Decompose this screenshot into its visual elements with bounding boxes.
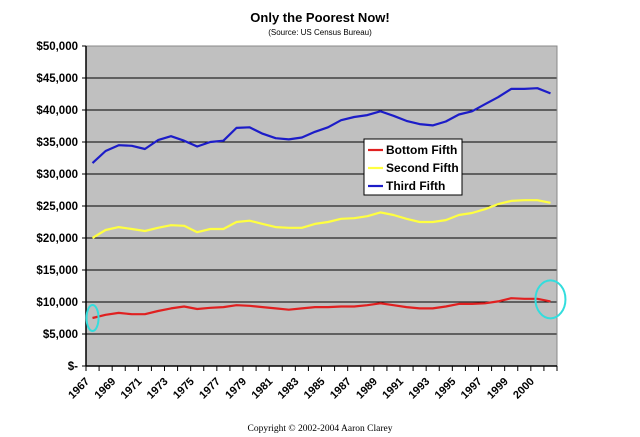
series-lines bbox=[91, 87, 551, 320]
y-tick-label: $- bbox=[68, 361, 78, 373]
y-tick-label: $45,000 bbox=[36, 73, 78, 85]
x-tick-label: 1989 bbox=[354, 376, 380, 402]
x-tick-label: 1999 bbox=[485, 376, 511, 402]
x-tick-label: 1991 bbox=[380, 376, 406, 402]
highlight-circle-end bbox=[534, 279, 567, 320]
series-line-third-fifth bbox=[91, 87, 551, 164]
x-tick-label: 1979 bbox=[223, 376, 249, 402]
legend-label: Third Fifth bbox=[386, 179, 445, 193]
chart-title: Only the Poorest Now! bbox=[250, 10, 389, 25]
x-tick-label: 1995 bbox=[433, 376, 459, 402]
y-tick-label: $50,000 bbox=[36, 41, 78, 53]
x-tick-label: 1967 bbox=[66, 376, 92, 402]
x-axis-ticks: 1967 1969 1971 1973 1975 1977 1979 1981 1983 1985… bbox=[66, 365, 558, 402]
x-tick-label: 1977 bbox=[197, 376, 223, 402]
series-line-second-fifth bbox=[91, 199, 551, 239]
copyright-footer: Copyright © 2002-2004 Aaron Clarey bbox=[248, 423, 393, 434]
x-tick-label: 1971 bbox=[119, 376, 145, 402]
x-tick-label: 2000 bbox=[511, 376, 537, 402]
highlight-circles bbox=[85, 279, 567, 332]
y-tick-label: $15,000 bbox=[36, 265, 78, 277]
x-tick-label: 1983 bbox=[276, 376, 302, 402]
y-tick-label: $40,000 bbox=[36, 105, 78, 117]
legend-label: Bottom Fifth bbox=[386, 143, 457, 157]
x-tick-label: 1981 bbox=[249, 376, 275, 402]
highlight-circle-start bbox=[85, 304, 100, 332]
y-axis-ticks: $- $5,000 $10,000 $15,000 $20,000 $25,000 $30,… bbox=[36, 41, 87, 373]
x-tick-label: 1997 bbox=[459, 376, 485, 402]
x-tick-label: 1993 bbox=[406, 376, 432, 402]
y-tick-label: $20,000 bbox=[36, 233, 78, 245]
y-tick-label: $30,000 bbox=[36, 169, 78, 181]
legend: Bottom Fifth Second Fifth Third Fifth bbox=[363, 138, 463, 196]
y-tick-label: $5,000 bbox=[43, 329, 78, 341]
y-tick-label: $35,000 bbox=[36, 137, 78, 149]
x-tick-label: 1987 bbox=[328, 376, 354, 402]
x-tick-label: 1969 bbox=[92, 376, 118, 402]
y-tick-label: $10,000 bbox=[36, 297, 78, 309]
chart-subtitle: (Source: US Census Bureau) bbox=[268, 28, 372, 37]
x-tick-label: 1985 bbox=[302, 376, 328, 402]
legend-label: Second Fifth bbox=[386, 161, 459, 175]
y-tick-label: $25,000 bbox=[36, 201, 78, 213]
series-line-bottom-fifth bbox=[92, 297, 551, 320]
x-tick-label: 1975 bbox=[171, 376, 197, 402]
x-tick-label: 1973 bbox=[145, 376, 171, 402]
